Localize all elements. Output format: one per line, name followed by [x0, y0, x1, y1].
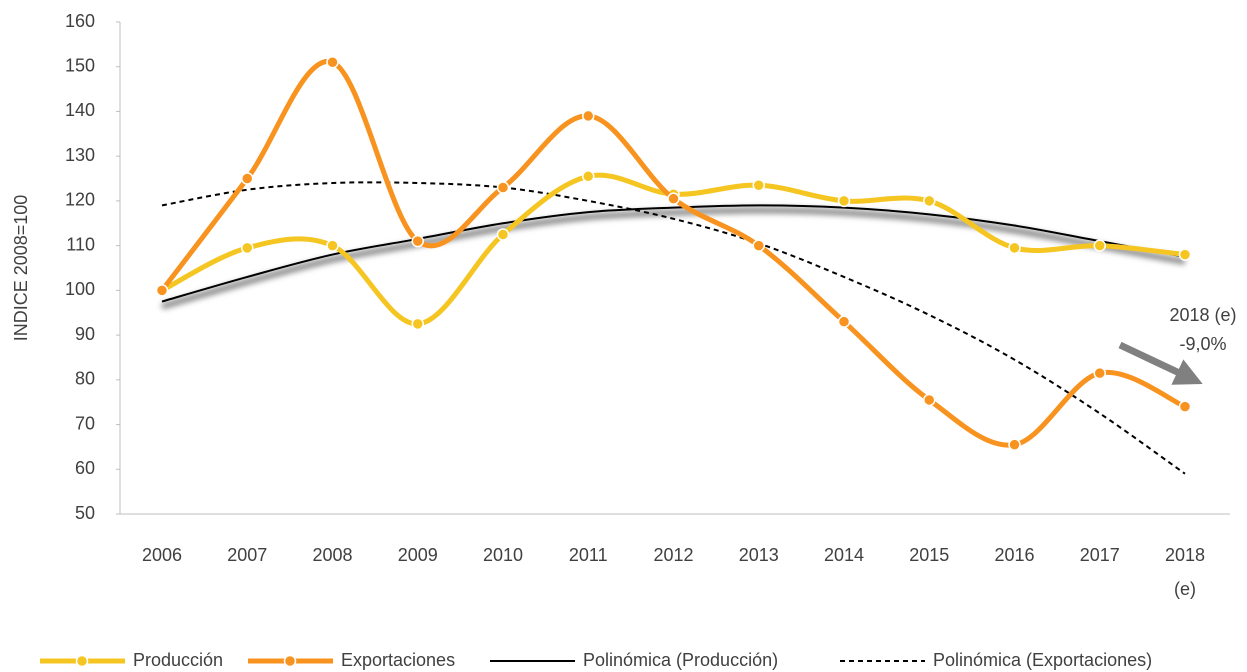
x-tick-label: 2009: [398, 545, 438, 565]
x-tick-label: 2018 (e): [1165, 545, 1205, 599]
y-tick-label: 90: [75, 324, 95, 344]
point: [1008, 438, 1021, 451]
point: [923, 393, 936, 407]
y-axis-label: INDICE 2008=100: [11, 195, 31, 342]
x-tick-label: 2012: [653, 545, 693, 565]
y-tick-label: 50: [75, 503, 95, 523]
y-tick-label: 140: [65, 100, 95, 120]
point: [326, 239, 339, 252]
point: [241, 172, 254, 185]
legend-swatch: [283, 654, 297, 668]
point: [1178, 248, 1192, 261]
y-tick-label: 100: [65, 279, 95, 299]
point: [1093, 239, 1106, 252]
point: [752, 239, 765, 252]
point: [1008, 241, 1021, 255]
annotation: 2018 (e): [1169, 305, 1236, 325]
point: [752, 179, 765, 192]
trend-shadow: [161, 207, 1186, 310]
point: [582, 170, 595, 183]
point: [1093, 366, 1106, 380]
y-tick-label: 60: [75, 458, 95, 478]
legend-label: Exportaciones: [341, 650, 455, 670]
annotation: -9,0%: [1179, 334, 1226, 354]
x-tick-label: 2017: [1080, 545, 1120, 565]
line: [160, 58, 1187, 448]
annotation-arrow: [1118, 341, 1203, 385]
line: [161, 204, 1186, 303]
point: [582, 109, 595, 123]
y-tick-label: 130: [65, 145, 95, 165]
y-tick-label: 110: [66, 234, 95, 254]
x-tick-label: 2014: [824, 545, 864, 565]
point: [923, 194, 936, 208]
point: [496, 228, 510, 241]
point: [837, 315, 851, 328]
point: [411, 317, 424, 331]
x-tick-label: 2011: [569, 545, 608, 565]
legend-label: Polinómica (Exportaciones): [933, 650, 1152, 670]
x-tick-label: 2013: [739, 545, 779, 565]
point: [837, 194, 851, 208]
point: [1178, 400, 1192, 413]
y-tick-label: 150: [65, 55, 95, 75]
point: [326, 56, 339, 69]
point: [667, 192, 680, 205]
point: [241, 241, 254, 255]
x-tick-label: 2010: [483, 545, 523, 565]
x-tick-label: 2015: [909, 545, 949, 565]
legend-label: Producción: [133, 650, 223, 670]
x-tick-label: 2006: [142, 545, 182, 565]
legend-swatch: [75, 654, 89, 668]
x-tick-label: 2016: [994, 545, 1034, 565]
point: [155, 284, 169, 297]
y-tick-label: 160: [65, 11, 95, 31]
y-tick-label: 70: [75, 413, 95, 433]
legend-label: Polinómica (Producción): [583, 650, 778, 670]
point: [411, 234, 424, 248]
y-tick-label: 80: [75, 369, 95, 389]
point: [496, 181, 510, 194]
x-tick-label: 2008: [312, 545, 352, 565]
y-tick-label: 120: [65, 190, 95, 210]
line: [161, 181, 1186, 475]
x-tick-label: 2007: [227, 545, 267, 565]
